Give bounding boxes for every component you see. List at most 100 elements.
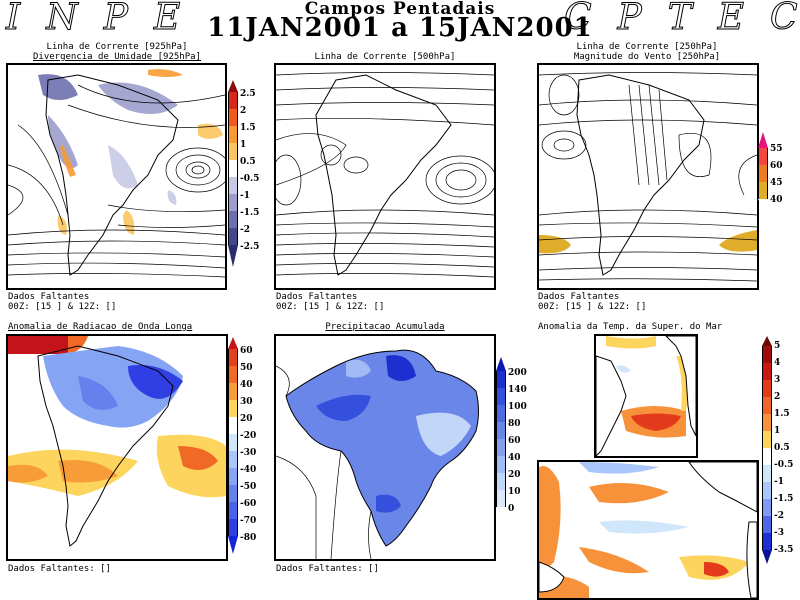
streamlines bbox=[539, 72, 757, 282]
precipitation-map bbox=[276, 349, 479, 559]
date-range: 11JAN2001 a 15JAN2001 bbox=[207, 13, 593, 43]
cptec-logo: CPTEC bbox=[564, 0, 800, 38]
colorbar-olr: 60 50 40 30 20 -20 -30 -40 -50 -60 -70 -… bbox=[228, 337, 256, 559]
colorbar-label: -2.5 bbox=[240, 242, 260, 252]
sst-atlantic-map bbox=[596, 336, 696, 456]
panel-925-title-1: Linha de Corrente [925hPa] bbox=[46, 42, 188, 52]
colorbar-segment bbox=[228, 502, 238, 519]
colorbar-label: 200 bbox=[508, 368, 527, 378]
colorbar-segment bbox=[496, 388, 506, 405]
colorbar-max-arrow bbox=[496, 357, 506, 371]
moisture-divergence-shading bbox=[38, 69, 223, 235]
colorbar-segment bbox=[228, 177, 238, 194]
colorbar-label: 40 bbox=[240, 380, 253, 390]
colorbar-label: -60 bbox=[240, 499, 257, 509]
continent-outline bbox=[45, 74, 179, 276]
streamlines bbox=[8, 84, 225, 278]
sst-pacific-map bbox=[539, 462, 757, 598]
colorbar-label: -40 bbox=[240, 465, 257, 475]
panel-500-title: Linha de Corrente [500hPa] bbox=[314, 52, 456, 62]
colorbar-min-arrow bbox=[228, 536, 238, 554]
colorbar-label: 1 bbox=[240, 140, 247, 150]
colorbar-925: 2.5 2 1.5 1 0.5 -0.5 -1 -1.5 -2 -2.5 bbox=[228, 80, 259, 270]
map-sst-pacific[interactable] bbox=[537, 460, 759, 600]
colorbar-label: 2 bbox=[240, 106, 247, 116]
colorbar-label: 100 bbox=[508, 402, 527, 412]
colorbar-label: -20 bbox=[240, 431, 257, 441]
colorbar-label: 4 bbox=[774, 358, 781, 368]
colorbar-min-arrow bbox=[496, 507, 506, 517]
colorbar-segment bbox=[228, 160, 238, 177]
colorbar-segment bbox=[228, 383, 238, 400]
map-streamline-925[interactable] bbox=[6, 63, 227, 290]
panel-sst-title: Anomalia da Temp. da Super. do Mar bbox=[538, 322, 723, 332]
colorbar-label: 30 bbox=[240, 397, 253, 407]
colorbar-segment bbox=[228, 366, 238, 383]
colorbar-segment bbox=[762, 516, 772, 533]
colorbar-segment bbox=[228, 400, 238, 417]
colorbar-segment bbox=[228, 417, 238, 434]
colorbar-label: 140 bbox=[508, 385, 527, 395]
map-sst-atlantic[interactable] bbox=[594, 334, 698, 458]
colorbar-segment bbox=[496, 490, 506, 507]
page-title: Campos Pentadais bbox=[304, 0, 496, 19]
panel-olr-title: Anomalia de Radiacao de Onda Longa bbox=[8, 322, 193, 332]
colorbar-segment bbox=[762, 380, 772, 397]
colorbar-label: 3 bbox=[774, 375, 781, 385]
colorbar-segment bbox=[496, 371, 506, 388]
colorbar-label: -1 bbox=[240, 191, 250, 201]
colorbar-label: 60 bbox=[770, 161, 783, 171]
colorbar-label: -1 bbox=[774, 477, 784, 487]
colorbar-segment bbox=[228, 143, 238, 160]
colorbar-label: -30 bbox=[240, 448, 257, 458]
panel-925-missing-times: 00Z: [15 ] & 12Z: [] bbox=[8, 302, 117, 312]
colorbar-label: 45 bbox=[770, 178, 783, 188]
colorbar-segment bbox=[228, 451, 238, 468]
panel-olr-missing-data: Dados Faltantes: [] bbox=[8, 564, 111, 574]
colorbar-precip: 200 140 100 80 60 40 20 10 0 bbox=[496, 357, 527, 527]
inpe-logo: INPE bbox=[5, 0, 207, 38]
colorbar-segment bbox=[762, 533, 772, 550]
colorbar-segment bbox=[228, 211, 238, 228]
map-streamline-500[interactable] bbox=[274, 63, 496, 290]
colorbar-segment bbox=[496, 456, 506, 473]
colorbar-label: -3 bbox=[774, 528, 784, 538]
colorbar-max-arrow bbox=[228, 80, 238, 92]
wind-magnitude-shading bbox=[539, 230, 757, 254]
colorbar-label: -0.5 bbox=[774, 460, 794, 470]
colorbar-segment bbox=[496, 422, 506, 439]
colorbar-segment bbox=[496, 405, 506, 422]
colorbar-min-arrow bbox=[758, 199, 768, 209]
colorbar-segment bbox=[228, 434, 238, 451]
colorbar-label: 10 bbox=[508, 487, 521, 497]
colorbar-label: -3.5 bbox=[774, 545, 794, 555]
colorbar-label: 1.5 bbox=[774, 409, 790, 419]
map-precipitation[interactable] bbox=[274, 334, 496, 561]
map-streamline-250[interactable] bbox=[537, 63, 759, 290]
colorbar-label: 5 bbox=[774, 341, 781, 351]
map-olr-anomaly[interactable] bbox=[6, 334, 228, 561]
colorbar-label: -1.5 bbox=[240, 208, 260, 218]
colorbar-label: 20 bbox=[508, 470, 521, 480]
colorbar-label: 40 bbox=[770, 195, 783, 205]
panel-precip-missing-data: Dados Faltantes: [] bbox=[276, 564, 379, 574]
panel-925-title-2: Divergencia de Umidade [925hPa] bbox=[33, 52, 201, 62]
colorbar-label: 0 bbox=[508, 504, 515, 514]
streamline-925-map bbox=[8, 69, 225, 278]
colorbar-segment bbox=[762, 346, 772, 363]
colorbar-label: 0.5 bbox=[240, 157, 256, 167]
colorbar-segment bbox=[496, 473, 506, 490]
colorbar-label: 50 bbox=[240, 363, 253, 373]
colorbar-label: 1.5 bbox=[240, 123, 256, 133]
colorbar-segment bbox=[228, 228, 238, 245]
colorbar-segment bbox=[228, 194, 238, 211]
colorbar-segment bbox=[762, 499, 772, 516]
colorbar-max-arrow bbox=[758, 132, 768, 148]
streamlines bbox=[276, 72, 494, 278]
colorbar-segment bbox=[762, 482, 772, 499]
colorbar-segment bbox=[228, 92, 238, 109]
streamline-500-map bbox=[276, 72, 494, 278]
colorbar-label: 1 bbox=[774, 426, 781, 436]
continent-outline bbox=[576, 74, 705, 276]
colorbar-max-arrow bbox=[228, 337, 238, 349]
